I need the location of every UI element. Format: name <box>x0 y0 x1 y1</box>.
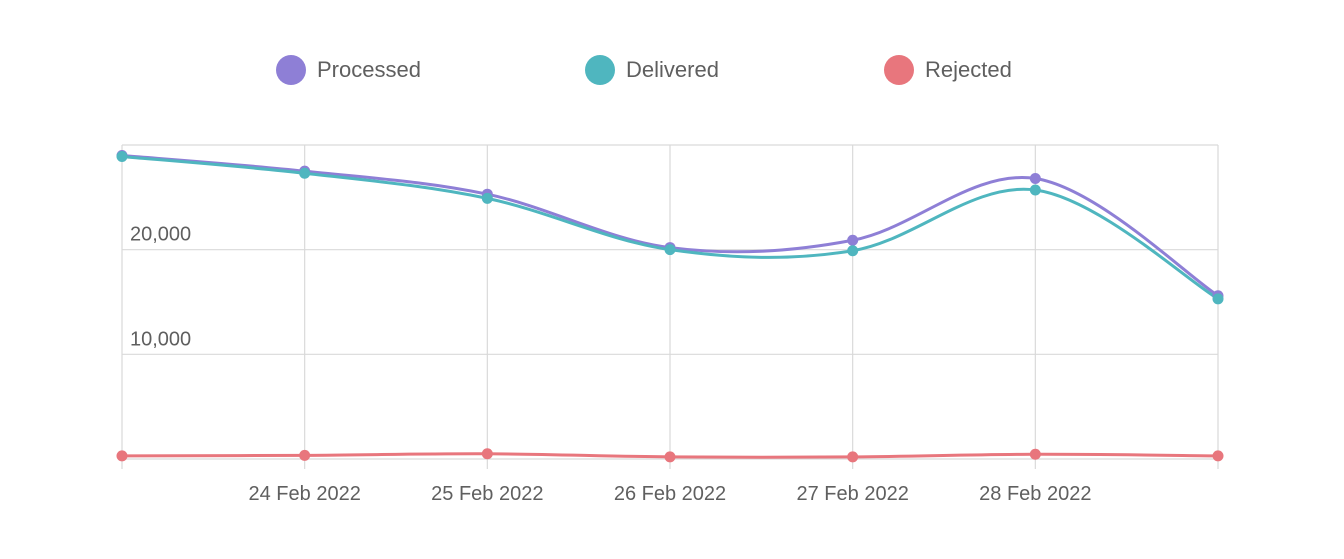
data-point-delivered[interactable] <box>116 151 128 163</box>
data-point-delivered[interactable] <box>299 167 311 179</box>
chart-grid <box>121 144 1219 469</box>
data-point-rejected[interactable] <box>1212 450 1224 462</box>
x-tick-label: 28 Feb 2022 <box>979 483 1091 505</box>
data-point-rejected[interactable] <box>116 450 128 462</box>
data-point-rejected[interactable] <box>664 451 676 463</box>
legend-label-processed: Processed <box>317 57 421 82</box>
data-point-rejected[interactable] <box>481 448 493 460</box>
chart-series-points <box>116 149 1224 463</box>
x-tick-label: 25 Feb 2022 <box>431 483 543 505</box>
x-tick-label: 26 Feb 2022 <box>614 483 726 505</box>
legend-swatch-processed <box>276 55 306 85</box>
data-point-delivered[interactable] <box>1212 293 1224 305</box>
chart-axis-labels: 10,000 20,000 24 Feb 2022 25 Feb 2022 26 Feb… <box>130 224 1091 505</box>
legend-item-processed[interactable]: Processed <box>276 50 421 90</box>
x-tick-label: 24 Feb 2022 <box>249 483 361 505</box>
data-point-delivered[interactable] <box>664 244 676 256</box>
data-point-processed[interactable] <box>847 234 859 246</box>
legend-swatch-delivered <box>585 55 615 85</box>
legend-label-delivered: Delivered <box>626 57 719 82</box>
data-point-rejected[interactable] <box>299 449 311 461</box>
y-tick-label: 10,000 <box>130 328 191 350</box>
legend-item-delivered[interactable]: Delivered <box>585 50 719 90</box>
data-point-delivered[interactable] <box>1029 184 1041 196</box>
data-point-delivered[interactable] <box>481 192 493 204</box>
data-point-rejected[interactable] <box>1029 448 1041 460</box>
data-point-delivered[interactable] <box>847 245 859 257</box>
legend-item-rejected[interactable]: Rejected <box>884 50 1012 90</box>
data-point-rejected[interactable] <box>847 451 859 463</box>
legend-label-rejected: Rejected <box>925 57 1012 82</box>
legend-swatch-rejected <box>884 55 914 85</box>
data-point-processed[interactable] <box>1029 172 1041 184</box>
chart-legend: Processed Delivered Rejected <box>0 50 1344 90</box>
y-tick-label: 20,000 <box>130 224 191 246</box>
x-tick-label: 27 Feb 2022 <box>797 483 909 505</box>
